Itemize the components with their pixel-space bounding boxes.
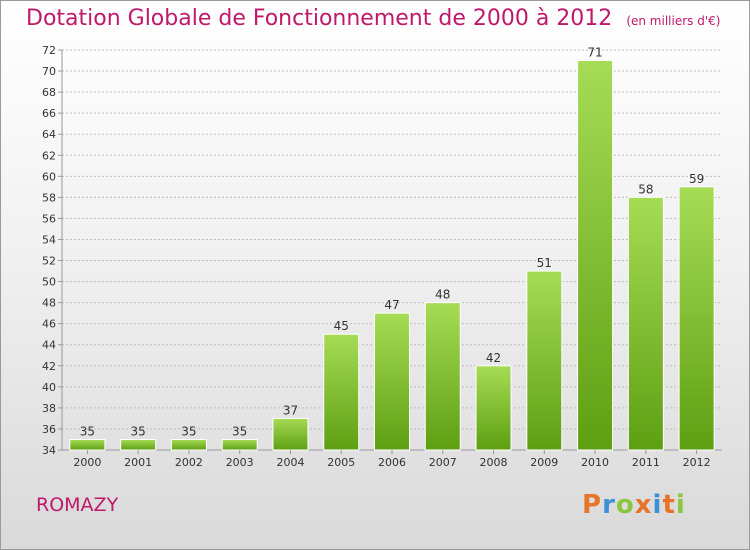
bar-value-labels: 35 35 35 35 37 45 47 48 42 51 71 58 59 [80, 46, 705, 439]
bar-2012 [678, 186, 715, 451]
y-tick-label: 48 [42, 297, 56, 310]
y-tick-label: 68 [42, 86, 56, 99]
bar-2007 [424, 302, 461, 451]
y-tick-label: 58 [42, 191, 56, 204]
x-tick-label: 2008 [480, 456, 508, 469]
bars [69, 60, 715, 451]
bar-2005 [323, 333, 360, 451]
bar-value-label: 35 [131, 424, 146, 438]
logo-letter: o [615, 490, 635, 520]
bar-value-label: 51 [537, 256, 552, 270]
x-tick-label: 2009 [530, 456, 558, 469]
y-tick-label: 66 [42, 107, 56, 120]
commune-name: ROMAZY [36, 494, 119, 516]
chart-title: Dotation Globale de Fonctionnement de 20… [26, 6, 613, 31]
y-tick-label: 34 [42, 444, 56, 457]
x-tick-label: 2001 [124, 456, 152, 469]
bar-value-label: 59 [689, 172, 704, 186]
bar-value-label: 71 [587, 46, 602, 60]
x-tick-label: 2002 [175, 456, 203, 469]
y-tick-label: 72 [42, 44, 56, 57]
x-axis-tick-labels: 2000 2001 2002 2003 2004 2005 2006 2007 2008 2009… [73, 450, 711, 469]
bar-value-label: 42 [486, 351, 501, 365]
bar-2002 [170, 438, 207, 451]
x-tick-label: 2004 [276, 456, 304, 469]
bar-2008 [475, 365, 512, 451]
y-tick-label: 52 [42, 255, 56, 268]
y-tick-label: 44 [42, 339, 56, 352]
bar-value-label: 48 [435, 288, 450, 302]
y-tick-label: 70 [42, 65, 56, 78]
bar-value-label: 58 [638, 182, 653, 196]
x-tick-label: 2011 [632, 456, 660, 469]
logo-letter: i [675, 490, 686, 520]
bar-2009 [526, 270, 563, 451]
chart-title-block: Dotation Globale de Fonctionnement de 20… [26, 6, 720, 31]
y-tick-label: 46 [42, 318, 56, 331]
y-tick-label: 50 [42, 276, 56, 289]
y-tick-label: 56 [42, 212, 56, 225]
bar-value-label: 45 [334, 319, 349, 333]
bar-value-label: 35 [232, 424, 247, 438]
bar-value-label: 47 [384, 298, 399, 312]
y-tick-label: 38 [42, 402, 56, 415]
y-tick-label: 62 [42, 149, 56, 162]
logo-letter: i [652, 490, 663, 520]
bar-2000 [69, 438, 106, 451]
y-tick-label: 60 [42, 170, 56, 183]
x-tick-label: 2012 [683, 456, 711, 469]
y-tick-label: 54 [42, 233, 56, 246]
x-tick-label: 2005 [327, 456, 355, 469]
y-tick-label: 64 [42, 128, 56, 141]
bar-value-label: 35 [80, 424, 95, 438]
x-tick-label: 2010 [581, 456, 609, 469]
proxiti-logo: Proxiti [582, 490, 686, 520]
logo-letter: x [634, 490, 653, 520]
bar-2006 [374, 312, 410, 451]
bar-2010 [577, 60, 614, 451]
x-tick-label: 2000 [73, 456, 101, 469]
x-tick-label: 2003 [226, 456, 254, 469]
bar-2003 [221, 438, 258, 451]
y-tick-label: 36 [42, 423, 56, 436]
bar-value-label: 37 [283, 403, 298, 417]
logo-letter: r [602, 490, 616, 520]
y-axis-tick-labels: 34 36 38 40 42 44 46 48 50 52 54 56 58 60 62 64 66 68 70 72 [42, 44, 56, 457]
unit-note: (en milliers d'€) [626, 14, 721, 28]
bar-2001 [120, 438, 157, 451]
logo-letter: t [662, 490, 676, 520]
bar-value-label: 35 [181, 424, 196, 438]
y-tick-label: 42 [42, 360, 56, 373]
logo-letter: P [582, 490, 603, 520]
x-tick-label: 2006 [378, 456, 406, 469]
x-tick-label: 2007 [429, 456, 457, 469]
bar-2011 [627, 196, 664, 451]
y-tick-label: 40 [42, 381, 56, 394]
bar-2004 [272, 417, 309, 451]
